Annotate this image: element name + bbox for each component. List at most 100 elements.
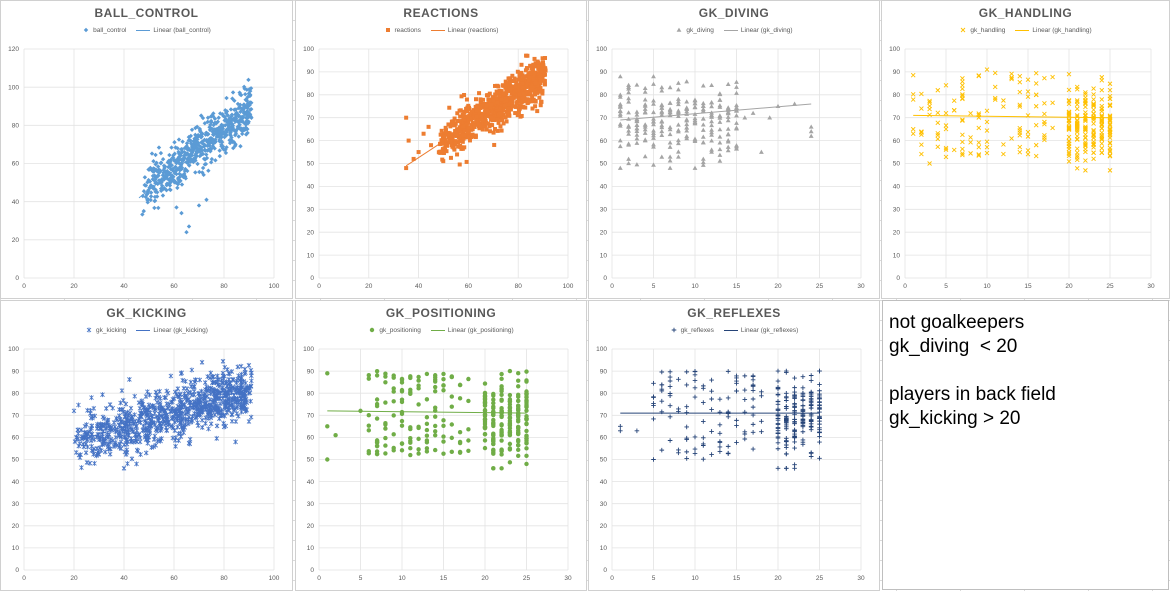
data-point xyxy=(808,124,814,129)
chart-legend: gk_positioning Linear (gk_positioning) xyxy=(296,326,586,334)
data-point xyxy=(523,89,528,94)
data-point xyxy=(180,377,186,383)
data-point xyxy=(181,174,186,180)
data-point xyxy=(524,369,529,374)
data-point xyxy=(461,130,466,135)
data-point xyxy=(383,380,388,385)
data-point xyxy=(408,425,413,430)
chart-panel-gk-kicking[interactable]: GK_KICKING gk_kicking Linear (gk_kicking) 0… xyxy=(0,300,293,591)
data-point xyxy=(243,380,248,386)
data-point xyxy=(800,429,806,435)
data-point xyxy=(154,392,160,398)
data-point xyxy=(243,122,249,127)
data-point xyxy=(92,460,97,466)
data-point xyxy=(210,389,216,395)
data-point xyxy=(651,403,656,408)
chart-panel-gk-handling[interactable]: GK_HANDLING gk_handling Linear (gk_handlin… xyxy=(881,0,1170,299)
data-point xyxy=(717,449,723,454)
data-point xyxy=(507,441,513,447)
y-tick-label: 0 xyxy=(310,567,314,574)
data-point xyxy=(183,166,188,172)
data-point xyxy=(667,378,673,384)
data-point xyxy=(775,435,781,441)
legend-line-icon xyxy=(430,329,445,331)
data-point xyxy=(202,121,208,126)
chart-panel-gk-positioning[interactable]: GK_POSITIONING gk_positioning Linear (gk_p… xyxy=(295,300,587,591)
data-point xyxy=(659,154,665,159)
data-point xyxy=(800,385,806,391)
chart-panel-reactions[interactable]: REACTIONS reactions Linear (reactions) 0 20 4… xyxy=(295,0,587,299)
data-point xyxy=(524,461,529,467)
data-point xyxy=(817,429,822,435)
data-point xyxy=(510,96,515,101)
data-point xyxy=(734,388,739,394)
data-point xyxy=(734,113,739,118)
data-point xyxy=(1042,111,1047,117)
chart-panel-gk-diving[interactable]: GK_DIVING gk_diving Linear (gk_diving) 0 5 10… xyxy=(588,0,880,299)
data-point xyxy=(651,101,656,106)
data-point xyxy=(186,152,191,157)
data-point xyxy=(626,131,631,136)
y-tick-label: 30 xyxy=(307,207,315,214)
data-point xyxy=(717,422,723,428)
data-point xyxy=(505,95,510,100)
data-point xyxy=(495,100,500,105)
chart-title: GK_REFLEXES xyxy=(687,306,781,320)
y-tick-label: 20 xyxy=(12,237,20,244)
data-point xyxy=(466,376,471,382)
data-point xyxy=(717,158,723,163)
data-point xyxy=(651,142,656,147)
data-point xyxy=(517,75,522,80)
y-tick-label: 90 xyxy=(600,368,608,375)
data-point xyxy=(241,84,247,90)
data-point xyxy=(408,374,413,379)
chart-panel-gk-reflexes[interactable]: GK_REFLEXES gk_reflexes Linear (gk_reflexe… xyxy=(588,300,880,591)
data-point xyxy=(984,144,990,150)
data-point xyxy=(157,388,162,394)
data-point xyxy=(241,102,247,107)
data-point xyxy=(146,177,151,183)
data-point xyxy=(634,128,640,134)
data-point xyxy=(524,66,529,71)
data-point xyxy=(222,130,227,136)
data-point xyxy=(1066,159,1072,164)
data-point xyxy=(709,127,714,132)
y-tick-label: 90 xyxy=(307,368,315,375)
y-tick-label: 90 xyxy=(12,368,20,375)
linear-trendline xyxy=(73,388,250,443)
data-point xyxy=(494,105,499,110)
y-tick-label: 30 xyxy=(600,207,608,214)
data-point xyxy=(482,413,488,419)
data-point xyxy=(507,423,513,428)
data-point xyxy=(100,441,105,447)
data-point xyxy=(404,166,409,171)
data-point xyxy=(692,385,698,391)
data-point xyxy=(717,91,723,97)
data-point xyxy=(156,145,162,150)
data-point xyxy=(507,368,513,374)
data-point xyxy=(439,128,444,133)
data-point xyxy=(172,389,178,395)
data-point xyxy=(206,426,211,432)
legend-item-trendline: Linear (gk_positioning) xyxy=(430,326,514,334)
chart-panel-ball-control[interactable]: BALL_CONTROL ball_control Linear (ball_con… xyxy=(0,0,293,299)
data-point xyxy=(750,110,756,115)
data-point xyxy=(543,66,548,71)
legend-marker-icon xyxy=(384,26,392,34)
data-point xyxy=(1009,75,1014,80)
data-point xyxy=(626,142,631,147)
data-point xyxy=(1107,93,1113,99)
data-point xyxy=(84,422,89,428)
data-point xyxy=(163,395,169,401)
data-point xyxy=(684,118,690,123)
data-point xyxy=(208,370,214,376)
note-text-box[interactable]: not goalkeepers gk_diving < 20 players i… xyxy=(882,300,1169,590)
data-point xyxy=(1107,87,1113,93)
data-point xyxy=(485,108,490,113)
data-point xyxy=(984,128,990,133)
data-point xyxy=(659,132,665,137)
data-point xyxy=(651,81,656,86)
data-point xyxy=(399,441,405,446)
data-point xyxy=(138,413,144,419)
data-point xyxy=(684,79,690,84)
